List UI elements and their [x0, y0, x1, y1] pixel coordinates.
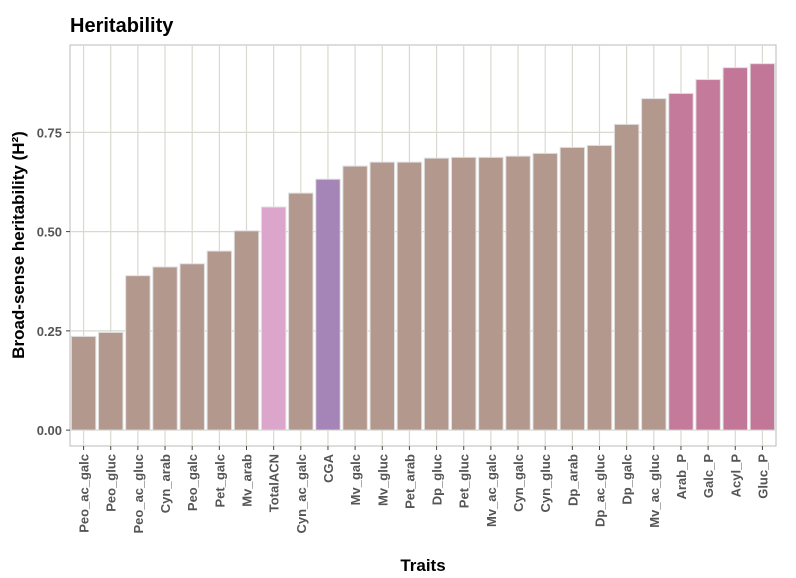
x-tick-label: Dp_galc — [620, 454, 635, 505]
bar — [532, 152, 558, 431]
x-tick-label: Gluc_P — [755, 454, 770, 499]
y-tick-label: 0.50 — [37, 225, 62, 240]
bar — [98, 331, 124, 431]
chart-title: Heritability — [70, 15, 174, 37]
x-tick-label: Mv_gluc — [375, 454, 390, 506]
bar — [423, 157, 450, 431]
x-tick-label: Pet_gluc — [457, 454, 472, 508]
bar — [695, 79, 721, 431]
bar — [586, 144, 613, 431]
y-tick-label: 0.75 — [37, 125, 62, 140]
x-tick-label: Mv_ac_gluc — [647, 454, 662, 528]
x-tick-label: Dp_arab — [565, 454, 580, 506]
bar — [315, 178, 341, 431]
bar — [396, 161, 423, 431]
bar — [206, 250, 233, 431]
bar — [451, 156, 477, 431]
bar — [613, 123, 640, 431]
x-tick-label: Dp_ac_gluc — [593, 454, 608, 527]
x-tick-label: Cyn_arab — [158, 454, 173, 513]
y-axis-label: Broad-sense heritability (H²) — [9, 131, 28, 359]
bar — [749, 63, 776, 431]
x-tick-label: Pet_galc — [212, 454, 227, 507]
x-tick-label: Mv_ac_galc — [484, 454, 499, 527]
x-tick-label: Peo_ac_gluc — [131, 454, 146, 534]
y-tick-label: 0.00 — [37, 423, 62, 438]
x-tick-label: TotalACN — [267, 454, 282, 512]
bar — [70, 335, 97, 431]
x-tick-label: Cyn_ac_galc — [294, 454, 309, 534]
bar — [478, 156, 504, 431]
bar — [369, 161, 395, 431]
bar — [559, 146, 586, 431]
bar — [260, 206, 287, 431]
x-tick-label: CGA — [321, 453, 336, 483]
bar — [342, 165, 368, 431]
bar — [641, 98, 667, 431]
bar — [152, 266, 178, 431]
bar — [668, 92, 694, 431]
x-tick-label: Acyl_P — [728, 454, 743, 498]
bar — [125, 275, 151, 431]
x-tick-label: Mv_arab — [240, 454, 255, 507]
bar — [179, 263, 205, 431]
bar — [505, 155, 531, 431]
x-tick-label: Peo_galc — [185, 454, 200, 511]
x-tick-label: Arab_P — [674, 454, 689, 500]
bar — [288, 192, 314, 431]
x-tick-label: Mv_galc — [348, 454, 363, 505]
x-tick-label: Dp_gluc — [430, 454, 445, 505]
x-tick-label: Peo_ac_galc — [77, 454, 92, 533]
y-tick-label: 0.25 — [37, 324, 62, 339]
bar — [722, 67, 748, 431]
x-tick-label: Cyn_gluc — [538, 454, 553, 513]
x-tick-label: Peo_gluc — [104, 454, 119, 512]
x-axis-label: Traits — [400, 556, 445, 575]
x-tick-label: Cyn_galc — [511, 454, 526, 512]
x-tick-label: Pet_arab — [402, 454, 417, 509]
x-tick-label: Galc_P — [701, 454, 716, 498]
bar — [233, 230, 260, 431]
